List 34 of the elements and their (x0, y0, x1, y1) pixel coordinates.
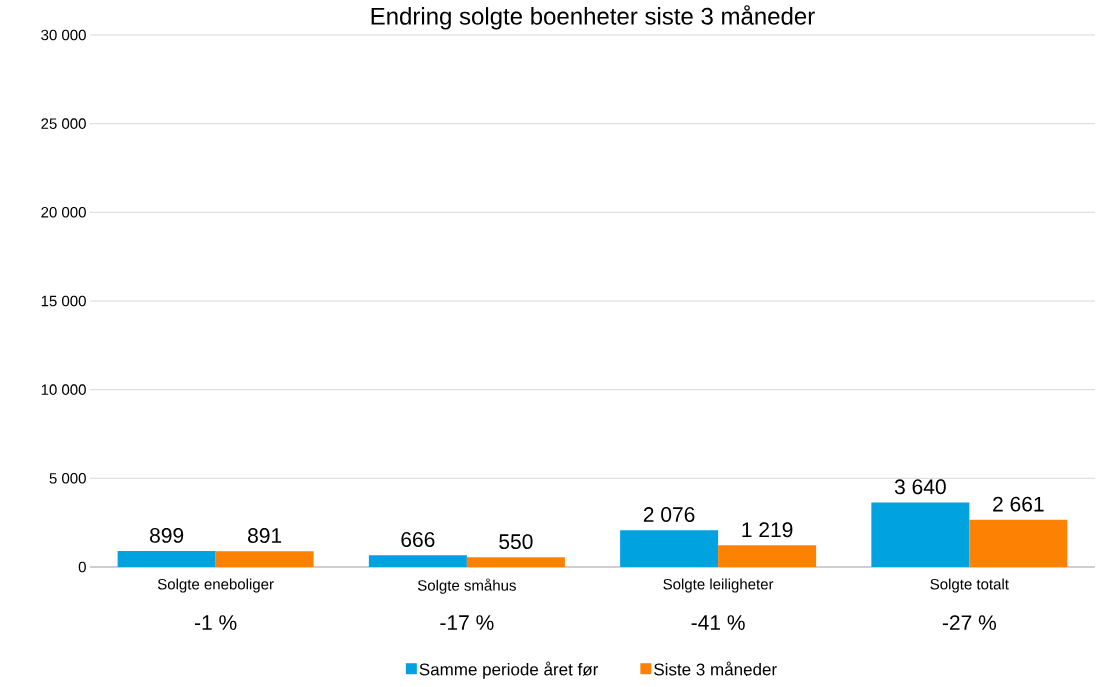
data-label: 2 661 (993, 496, 1044, 512)
bar (117, 551, 216, 567)
x-tick-label: Solgte totalt (930, 578, 1009, 593)
text: -17 % (440, 615, 494, 630)
chart-title: Endring solgte boenheter siste 3 måneder (371, 5, 815, 30)
text: -27 % (942, 615, 997, 630)
data-label: 891 (248, 528, 282, 543)
y-tick-label: 15 000 (41, 295, 86, 307)
bar (466, 557, 565, 567)
data-label: 550 (499, 534, 533, 550)
y-tick-label: 5 000 (49, 473, 86, 484)
legend-label: Samme periode året før (419, 661, 599, 679)
y-tick-label: 20 000 (41, 207, 86, 218)
bar (368, 555, 467, 567)
data-label: 1 219 (742, 522, 793, 538)
y-tick-label: 25 000 (41, 118, 86, 129)
x-tick-label: Solgte småhus (417, 578, 516, 594)
data-label: 899 (150, 527, 184, 543)
legend-label: Siste 3 måneder (654, 661, 777, 676)
data-label: 2 076 (643, 507, 695, 522)
bar (871, 502, 970, 567)
bar (718, 545, 817, 567)
x-tick-label: Solgte leiligheter (663, 578, 774, 593)
y-tick-label: 30 000 (41, 29, 86, 41)
bar (215, 551, 314, 567)
bar (969, 519, 1068, 567)
text: -1 % (194, 615, 237, 630)
bar (620, 530, 719, 567)
x-tick-label: Solgte eneboliger (157, 578, 274, 593)
y-tick-label: 0 (78, 561, 86, 573)
text: -41 % (691, 615, 745, 630)
y-tick-label: 10 000 (41, 384, 86, 395)
data-label: 3 640 (894, 479, 946, 495)
data-label: 666 (401, 532, 435, 547)
